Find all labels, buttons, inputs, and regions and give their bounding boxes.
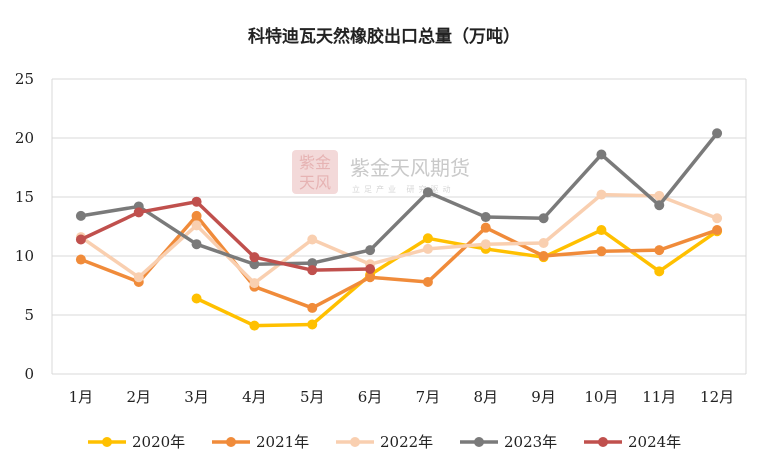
y-tick-label: 25 xyxy=(15,70,34,88)
data-point xyxy=(654,266,665,277)
data-point xyxy=(538,238,549,249)
data-point xyxy=(596,246,607,257)
legend-label: 2023年 xyxy=(504,433,557,451)
x-tick-label: 3月 xyxy=(184,388,209,406)
data-point xyxy=(75,210,86,221)
legend-item: 2022年 xyxy=(336,433,433,451)
data-point xyxy=(191,220,202,231)
y-axis-ticks: 0 5 10 15 20 25 xyxy=(15,70,34,383)
legend-item: 2020年 xyxy=(88,433,185,451)
legend-label: 2024年 xyxy=(628,433,681,451)
data-point xyxy=(596,189,607,200)
x-tick-label: 6月 xyxy=(358,388,383,406)
series-line xyxy=(79,192,718,285)
series-line xyxy=(80,214,718,310)
x-axis-ticks: 1月 2月 3月 4月 5月 6月 7月 8月 9月 10月 11月 12月 xyxy=(69,388,734,406)
legend-label: 2020年 xyxy=(132,433,185,451)
data-point xyxy=(654,190,665,201)
legend-swatch-marker xyxy=(474,437,484,447)
watermark-logo xyxy=(292,150,338,194)
data-point xyxy=(365,272,376,283)
data-point xyxy=(712,225,723,236)
watermark-logo-glyphs: 紫金 xyxy=(299,153,331,172)
data-point xyxy=(249,259,260,270)
data-point xyxy=(307,319,318,330)
y-tick-label: 15 xyxy=(15,188,34,206)
data-point xyxy=(249,278,260,289)
series-layer xyxy=(75,128,723,331)
legend-item: 2023年 xyxy=(460,433,557,451)
x-tick-label: 9月 xyxy=(531,388,556,406)
data-point xyxy=(191,293,202,304)
data-point xyxy=(191,210,202,221)
data-point xyxy=(365,245,376,256)
watermark-logo-glyphs: 天风 xyxy=(299,173,331,192)
y-tick-label: 5 xyxy=(24,306,34,324)
legend-item: 2024年 xyxy=(584,433,681,451)
data-point xyxy=(712,128,723,139)
data-point xyxy=(422,243,433,254)
data-point xyxy=(249,320,260,331)
data-point xyxy=(422,276,433,287)
series-2021年 xyxy=(75,210,723,313)
legend-swatch-marker xyxy=(102,437,112,447)
x-tick-label: 4月 xyxy=(242,388,267,406)
legend-swatch-marker xyxy=(226,437,236,447)
legend-swatch-marker xyxy=(598,437,608,447)
legend-swatch-marker xyxy=(350,437,360,447)
x-tick-label: 2月 xyxy=(126,388,151,406)
y-tick-label: 10 xyxy=(15,247,34,265)
x-tick-label: 5月 xyxy=(300,388,325,406)
x-tick-label: 11月 xyxy=(642,388,676,406)
data-point xyxy=(480,222,491,233)
y-tick-label: 20 xyxy=(15,129,34,147)
data-point xyxy=(75,234,86,245)
y-tick-label: 0 xyxy=(24,365,34,383)
grid-lines xyxy=(51,78,747,375)
series-line xyxy=(80,199,371,272)
data-point xyxy=(133,207,144,218)
data-point xyxy=(538,251,549,261)
series-line xyxy=(80,132,719,267)
watermark-subtitle: 立足产业 研究驱动 xyxy=(352,184,455,194)
data-point xyxy=(249,252,260,263)
data-point xyxy=(422,187,433,198)
series-line xyxy=(195,228,719,328)
series-2024年 xyxy=(75,196,376,276)
chart-title: 科特迪瓦天然橡胶出口总量（万吨） xyxy=(248,26,520,47)
watermark: 紫金天风期货 立足产业 研究驱动 紫金天风 xyxy=(292,150,470,194)
data-point xyxy=(75,254,86,265)
data-point xyxy=(307,265,318,276)
series-2023年 xyxy=(75,128,723,270)
data-point xyxy=(480,212,491,223)
x-tick-label: 10月 xyxy=(584,388,618,406)
data-point xyxy=(365,263,376,274)
data-point xyxy=(422,233,433,244)
legend-label: 2021年 xyxy=(256,433,309,451)
data-point xyxy=(133,272,144,283)
legend: 2020年 2021年 2022年 2023年 2024年 xyxy=(88,433,681,451)
x-tick-label: 12月 xyxy=(700,388,734,406)
data-point xyxy=(596,149,607,160)
data-point xyxy=(712,213,723,224)
data-point xyxy=(596,225,607,236)
data-point xyxy=(538,213,549,224)
data-point xyxy=(307,258,318,269)
legend-item: 2021年 xyxy=(212,433,309,451)
data-point xyxy=(654,245,665,256)
x-tick-label: 7月 xyxy=(416,388,441,406)
data-point xyxy=(480,239,491,250)
data-point xyxy=(307,302,318,313)
x-tick-label: 8月 xyxy=(473,388,498,406)
legend-label: 2022年 xyxy=(380,433,433,451)
watermark-name: 紫金天风期货 xyxy=(350,156,470,180)
data-point xyxy=(307,234,318,245)
x-tick-label: 1月 xyxy=(69,388,94,406)
data-point xyxy=(654,200,665,211)
data-point xyxy=(191,239,202,250)
data-point xyxy=(191,196,202,207)
